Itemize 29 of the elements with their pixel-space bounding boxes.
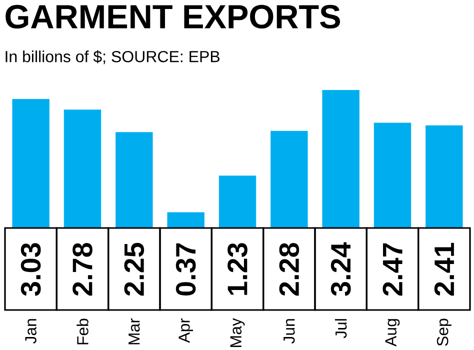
bar (426, 125, 463, 228)
x-tick-label: Mar (128, 318, 140, 344)
x-tick-label: Jul (334, 319, 347, 338)
data-label: 1.23 (228, 243, 248, 295)
x-tick-label: Aug (385, 319, 400, 346)
x-tick-label: Jun (284, 319, 295, 344)
chart-title: GARMENT EXPORTS (6, 4, 340, 29)
bar (218, 176, 256, 228)
bar (322, 90, 360, 228)
data-label: 2.41 (434, 242, 454, 296)
data-label: 2.78 (72, 242, 92, 296)
x-tick-label: Sep (436, 318, 452, 346)
x-tick-label: Feb (76, 318, 88, 344)
data-label: 2.47 (382, 243, 402, 296)
x-tick-label: Jan (25, 319, 36, 344)
data-label: 0.37 (176, 243, 196, 296)
data-label: 3.24 (330, 242, 351, 296)
data-label: 2.28 (279, 242, 300, 296)
data-label: 3.03 (20, 243, 41, 296)
bar (374, 122, 412, 228)
data-label: 2.25 (124, 242, 144, 296)
chart-subtitle: In billions of $; SOURCE: EPB (6, 50, 220, 64)
bar (270, 130, 308, 228)
x-tick-label: May (230, 318, 245, 347)
bar (64, 110, 102, 228)
bar (12, 98, 50, 228)
bar (116, 132, 153, 228)
x-tick-label: Apr (178, 318, 194, 343)
bar (167, 212, 204, 228)
